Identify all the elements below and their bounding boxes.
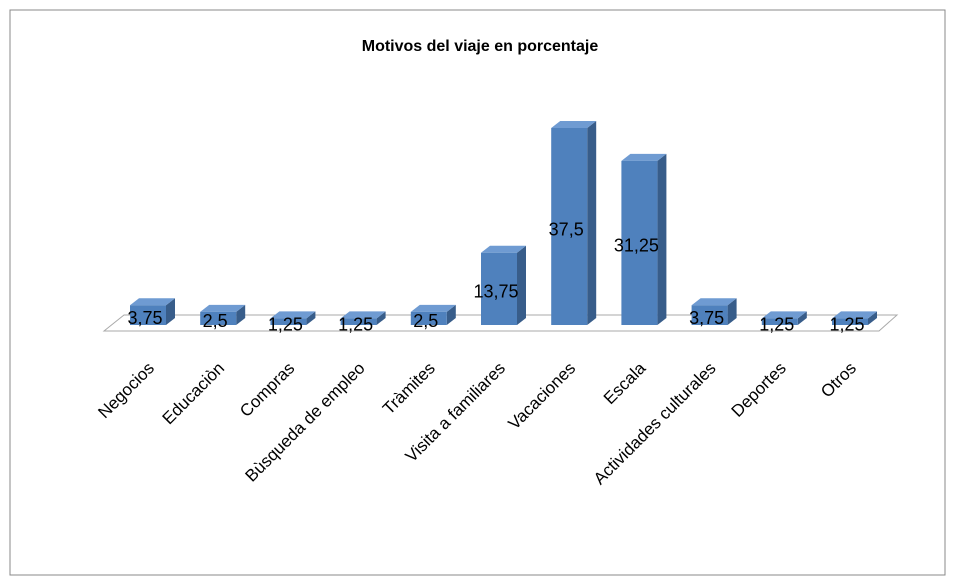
data-label: 1,25 — [759, 314, 794, 334]
bar-side — [376, 311, 386, 325]
bar-front — [340, 318, 377, 325]
bar-side — [166, 298, 175, 325]
bar-side — [657, 153, 667, 325]
bar-front — [832, 318, 868, 325]
bar-front — [761, 318, 798, 325]
bar-top — [621, 153, 667, 161]
data-label: 1,25 — [338, 314, 373, 334]
data-label: 3,75 — [127, 308, 162, 328]
data-label: 13,75 — [473, 282, 518, 302]
bar-side — [868, 311, 877, 325]
bar — [691, 298, 737, 325]
bar-side — [587, 121, 597, 325]
data-label: 1,25 — [829, 314, 864, 334]
data-label: 2,5 — [413, 311, 438, 331]
bar-front — [200, 311, 237, 325]
bar-top — [340, 311, 386, 319]
bar-top — [410, 304, 456, 312]
bar-top — [270, 311, 316, 319]
bar — [410, 304, 456, 325]
bar-top — [832, 311, 877, 319]
bar-front — [551, 128, 588, 325]
data-label: 2,5 — [203, 311, 228, 331]
bar-top — [130, 298, 175, 306]
bar-side — [797, 311, 807, 325]
bar — [832, 311, 877, 325]
bar — [340, 311, 386, 325]
bar-top — [761, 311, 807, 319]
bar — [551, 121, 597, 325]
chart-title: Motivos del viaje en porcentaje — [362, 38, 599, 55]
bar — [130, 298, 175, 325]
bar-front — [481, 252, 517, 325]
bar-side — [446, 304, 456, 325]
bar-front — [410, 311, 447, 325]
bar — [481, 245, 526, 325]
bar-top — [200, 304, 246, 312]
bar-side — [517, 245, 526, 325]
data-label: 1,25 — [268, 314, 303, 334]
bar-top — [691, 298, 737, 306]
data-label: 3,75 — [689, 308, 724, 328]
bar-front — [621, 160, 658, 325]
bar — [200, 304, 246, 325]
chart-border — [9, 9, 946, 576]
bar — [621, 153, 667, 325]
bar-side — [236, 304, 246, 325]
bar — [761, 311, 807, 325]
bar — [270, 311, 316, 325]
bar-top — [551, 121, 597, 128]
bar-top — [481, 245, 526, 253]
bar-side — [727, 298, 737, 325]
data-label: 31,25 — [614, 236, 659, 256]
bar-front — [691, 305, 728, 325]
bar-side — [306, 311, 316, 325]
bar-front — [130, 305, 166, 325]
data-label: 37,5 — [549, 219, 584, 239]
bar-front — [270, 318, 307, 325]
